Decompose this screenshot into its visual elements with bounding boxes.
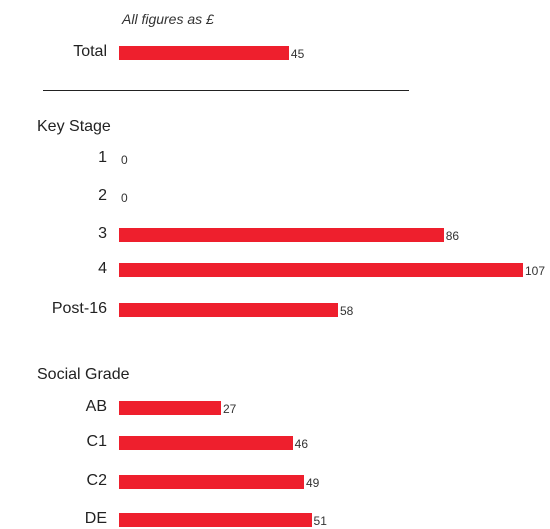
- data-label: 49: [306, 476, 320, 490]
- group-header-2: Social Grade: [37, 366, 130, 383]
- data-label: 58: [339, 304, 354, 318]
- bar: [119, 263, 523, 277]
- group-header-1: Key Stage: [37, 118, 111, 135]
- bar: [119, 303, 338, 317]
- category-label: AB: [85, 398, 107, 415]
- data-label: 51: [313, 514, 327, 528]
- bar: [119, 436, 293, 450]
- data-label: 27: [222, 402, 237, 416]
- category-label: 3: [98, 225, 107, 242]
- data-label: 45: [290, 47, 305, 61]
- data-label: 86: [445, 229, 460, 243]
- data-label: 0: [121, 191, 128, 205]
- category-label: Total: [73, 43, 107, 60]
- data-label: 107: [525, 264, 546, 278]
- category-label: C1: [86, 433, 107, 450]
- category-label: C2: [86, 472, 107, 489]
- units-note: All figures as £: [122, 11, 214, 27]
- bar: [119, 513, 312, 527]
- category-label: 1: [98, 149, 107, 166]
- bar: [119, 401, 221, 415]
- data-label: 0: [121, 153, 128, 167]
- category-label: 4: [98, 260, 107, 277]
- bar: [119, 475, 304, 489]
- category-label: 2: [98, 187, 107, 204]
- bar: [119, 228, 444, 242]
- bar: [119, 46, 289, 60]
- data-label: 46: [294, 437, 309, 451]
- category-label: DE: [84, 510, 107, 527]
- category-label: Post-16: [51, 300, 107, 317]
- section-divider: [43, 90, 409, 91]
